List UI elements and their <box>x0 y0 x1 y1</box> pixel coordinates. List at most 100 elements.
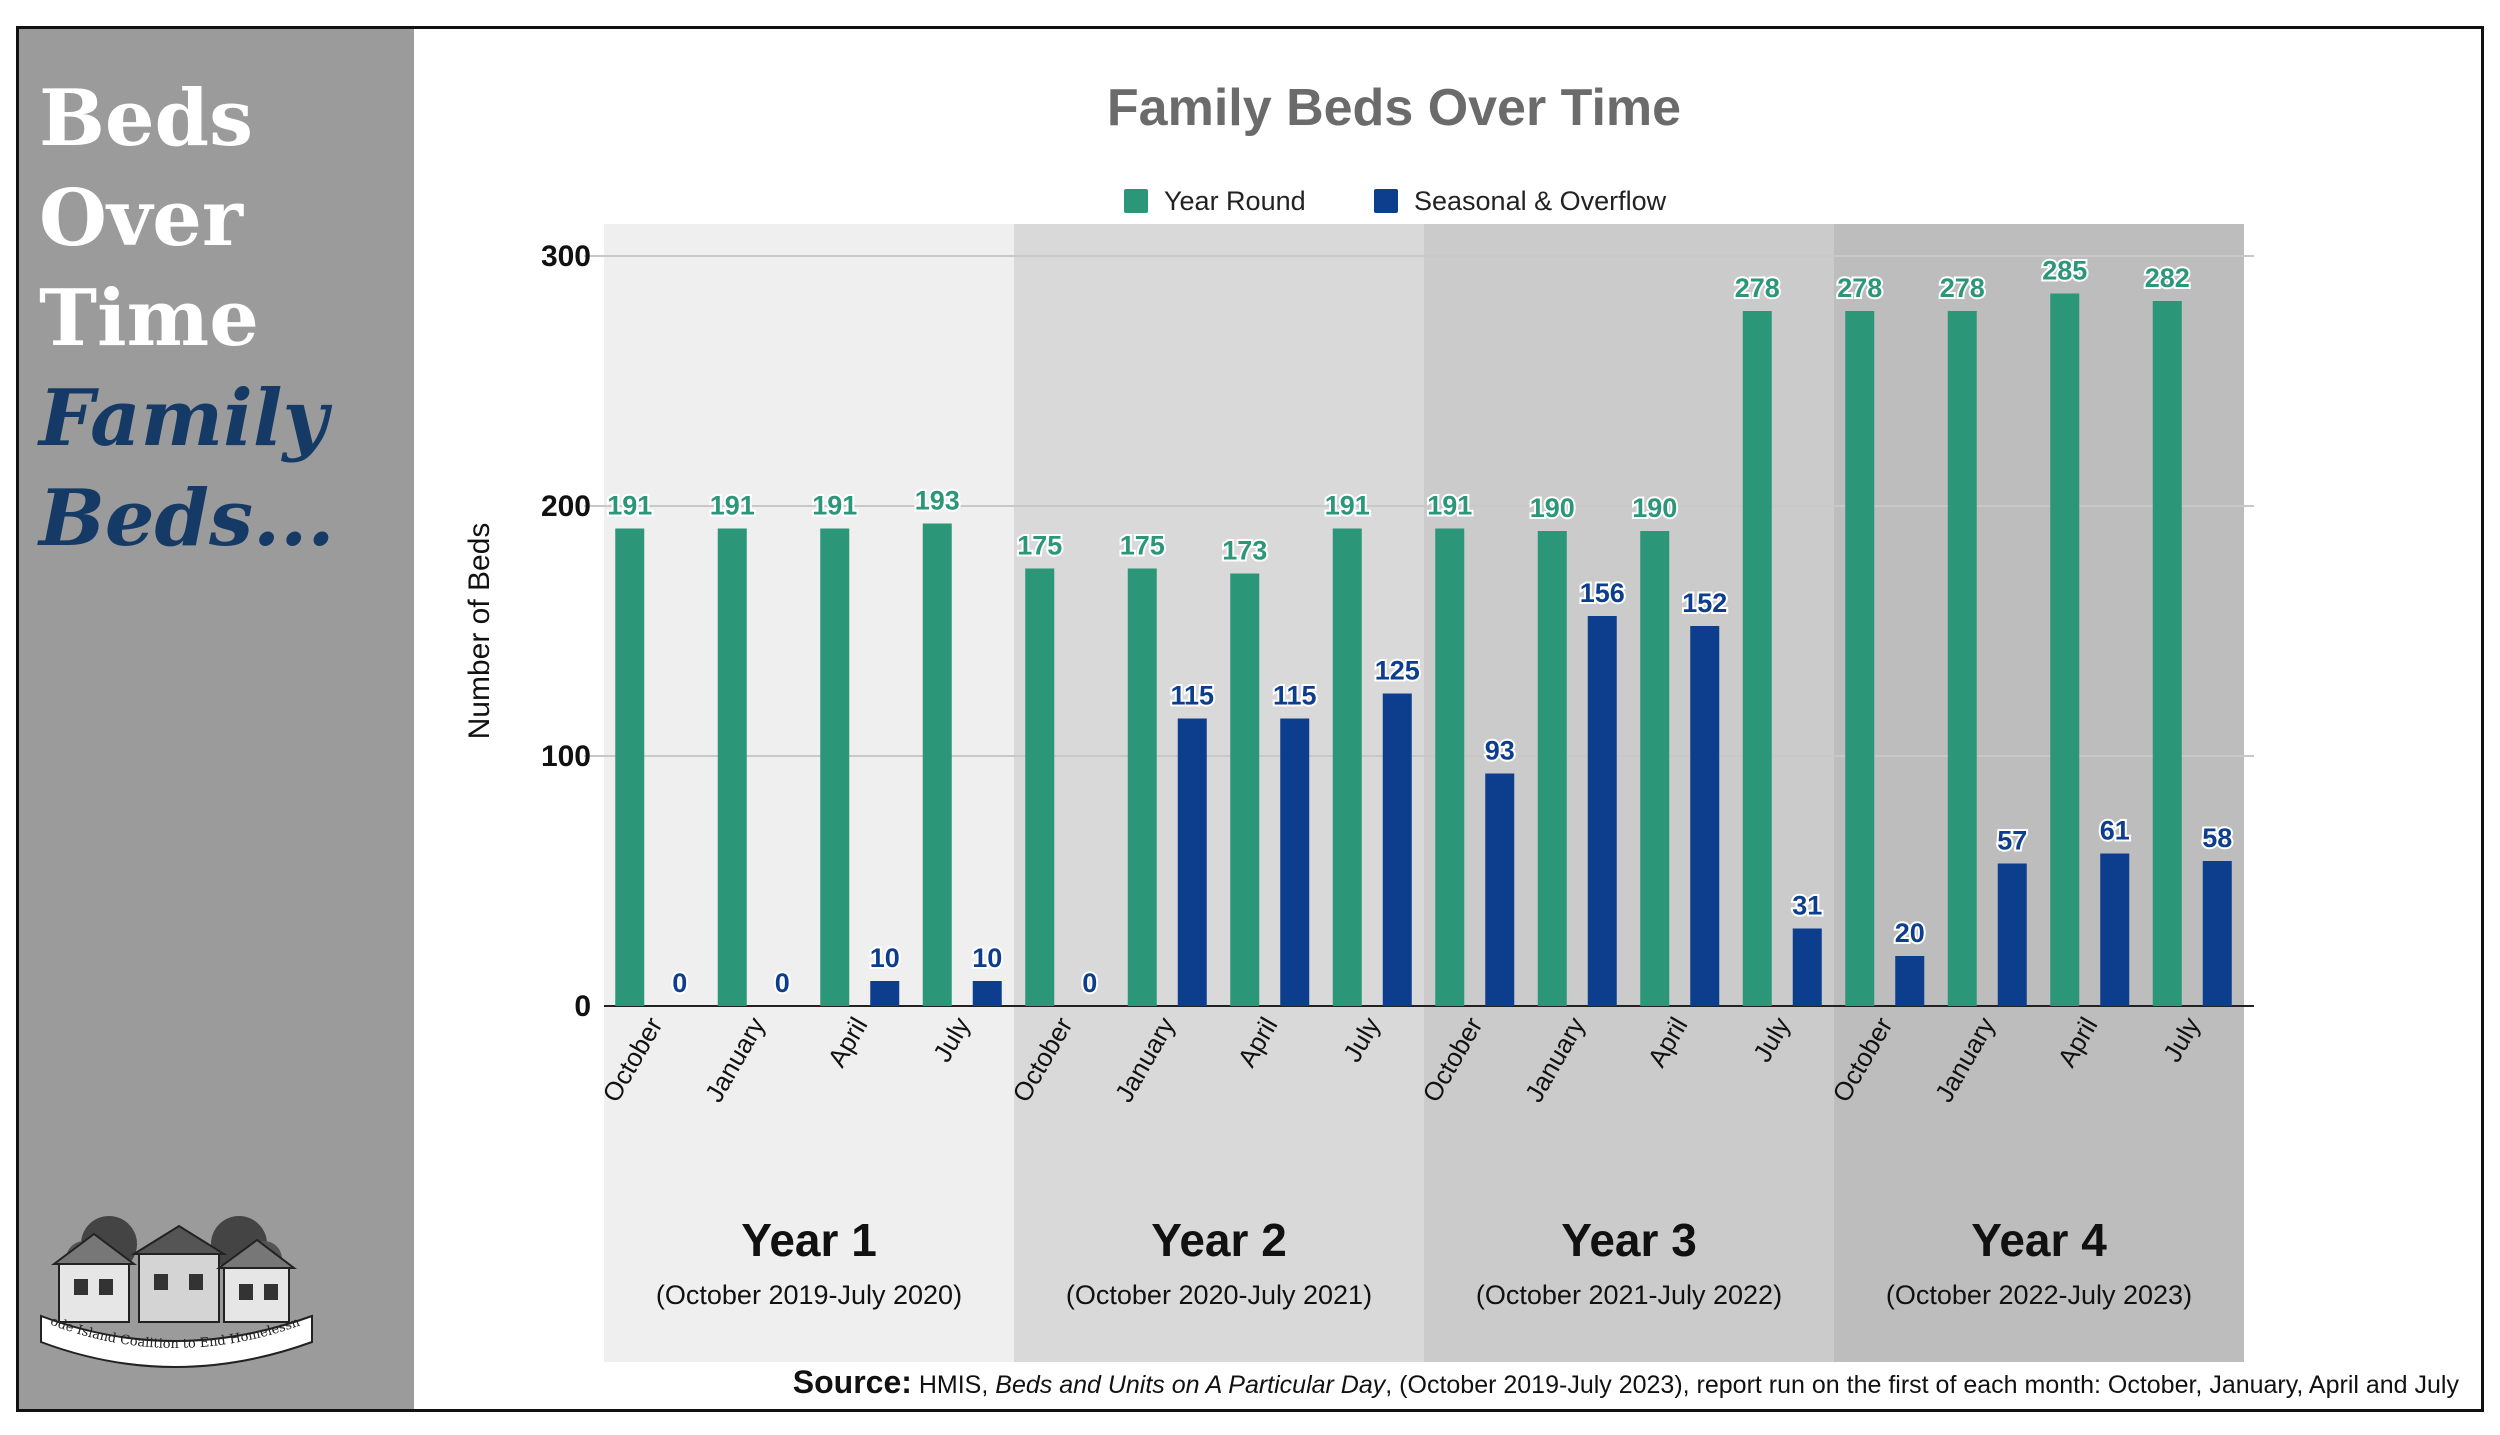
legend-swatch-seasonal <box>1374 189 1398 213</box>
bar-year-round <box>1845 311 1875 1006</box>
data-label-year-round: 191 <box>812 491 857 521</box>
source-label: Source: <box>792 1364 912 1400</box>
year-group-label: Year 3 <box>1561 1214 1697 1266</box>
legend-label-year-round: Year Round <box>1164 186 1306 216</box>
bar-seasonal <box>870 981 900 1006</box>
bar-year-round <box>1332 528 1362 1006</box>
year-group-range: (October 2020-July 2021) <box>1066 1280 1372 1310</box>
y-axis-label: Number of Beds <box>463 523 496 740</box>
year-group-label: Year 4 <box>1971 1214 2107 1266</box>
house-icon <box>58 1261 130 1323</box>
bar-year-round <box>1537 531 1567 1006</box>
bar-year-round <box>1947 311 1977 1006</box>
sidebar-title-line: Over <box>39 173 243 264</box>
bar-year-round <box>1742 311 1772 1006</box>
bar-year-round <box>1025 568 1055 1006</box>
year-band <box>1834 224 2244 1362</box>
data-label-year-round: 285 <box>2042 256 2087 286</box>
data-label-seasonal: 0 <box>775 968 790 998</box>
bar-seasonal <box>1177 718 1207 1006</box>
slide-frame: Beds Over Time Family Beds... <box>16 26 2484 1412</box>
bar-year-round <box>717 528 747 1006</box>
source-report: Beds and Units on A Particular Day <box>995 1371 1386 1399</box>
coalition-logo: Rhode Island Coalition to End Homelessne… <box>29 1204 313 1368</box>
bar-year-round <box>1435 528 1465 1006</box>
sidebar: Beds Over Time Family Beds... <box>19 29 414 1409</box>
bar-seasonal <box>1382 693 1412 1006</box>
bar-year-round <box>2152 301 2182 1006</box>
bar-seasonal <box>1485 773 1515 1006</box>
year-band <box>1014 224 1424 1362</box>
source-detail: , (October 2019-July 2023), report run o… <box>1385 1371 2459 1399</box>
bar-seasonal <box>1997 863 2027 1006</box>
data-label-year-round: 175 <box>1120 531 1165 561</box>
y-tick-label: 0 <box>574 990 591 1023</box>
bar-seasonal <box>1587 616 1617 1006</box>
bar-seasonal <box>1792 928 1822 1006</box>
data-label-year-round: 175 <box>1017 531 1062 561</box>
bar-seasonal <box>1690 626 1720 1006</box>
year-group-label: Year 1 <box>741 1214 877 1266</box>
data-label-seasonal: 20 <box>1895 918 1925 948</box>
bar-seasonal <box>2100 853 2130 1006</box>
legend-swatch-year-round <box>1124 189 1148 213</box>
data-label-year-round: 278 <box>1940 273 1985 303</box>
data-label-seasonal: 156 <box>1580 578 1625 608</box>
data-label-seasonal: 10 <box>870 943 900 973</box>
data-label-seasonal: 10 <box>972 943 1002 973</box>
data-label-year-round: 190 <box>1530 493 1575 523</box>
year-group-label: Year 2 <box>1151 1214 1287 1266</box>
data-label-year-round: 282 <box>2145 263 2190 293</box>
data-label-year-round: 173 <box>1222 536 1267 566</box>
sidebar-title-line: Beds <box>39 73 254 164</box>
bar-seasonal <box>1895 956 1925 1006</box>
data-label-year-round: 191 <box>607 491 652 521</box>
bar-year-round <box>820 528 850 1006</box>
data-label-seasonal: 0 <box>1082 968 1097 998</box>
data-label-year-round: 191 <box>1427 491 1472 521</box>
data-label-seasonal: 58 <box>2202 823 2232 853</box>
sidebar-accent-line: Beds... <box>39 473 335 564</box>
year-group-range: (October 2022-July 2023) <box>1886 1280 2192 1310</box>
bar-year-round <box>615 528 645 1006</box>
data-label-seasonal: 115 <box>1273 681 1317 711</box>
year-group-range: (October 2019-July 2020) <box>656 1280 962 1310</box>
y-tick-label: 200 <box>541 490 591 523</box>
data-label-seasonal: 61 <box>2100 816 2130 846</box>
data-label-year-round: 191 <box>1325 491 1370 521</box>
data-label-year-round: 191 <box>710 491 755 521</box>
bar-seasonal <box>2202 861 2232 1006</box>
chart-title: Family Beds Over Time <box>1107 79 1681 137</box>
data-label-seasonal: 115 <box>1170 681 1214 711</box>
data-label-year-round: 278 <box>1735 273 1780 303</box>
data-label-seasonal: 125 <box>1375 656 1420 686</box>
sidebar-title-line: Time <box>39 273 259 364</box>
data-label-seasonal: 31 <box>1792 891 1822 921</box>
legend-label-seasonal: Seasonal & Overflow <box>1414 186 1667 216</box>
bar-year-round <box>1640 531 1670 1006</box>
data-label-seasonal: 57 <box>1997 826 2027 856</box>
source-note: Source: HMIS, Beds and Units on A Partic… <box>793 1364 2459 1401</box>
data-label-year-round: 193 <box>915 486 960 516</box>
year-group-range: (October 2021-July 2022) <box>1476 1280 1782 1310</box>
sidebar-accent-line: Family <box>39 373 328 464</box>
data-label-seasonal: 93 <box>1485 736 1515 766</box>
bar-seasonal <box>972 981 1002 1006</box>
bar-year-round <box>2050 293 2080 1006</box>
data-label-year-round: 190 <box>1632 493 1677 523</box>
sidebar-title: Beds Over Time Family Beds... <box>39 69 334 569</box>
bar-year-round <box>922 523 952 1006</box>
year-band <box>604 224 1014 1362</box>
bar-year-round <box>1127 568 1157 1006</box>
bar-year-round <box>1230 573 1260 1006</box>
data-label-year-round: 278 <box>1837 273 1882 303</box>
logo-ribbon <box>40 1314 313 1368</box>
y-tick-label: 300 <box>541 240 591 273</box>
data-label-seasonal: 0 <box>672 968 687 998</box>
house-icon <box>223 1265 290 1323</box>
bar-seasonal <box>1280 718 1310 1006</box>
data-label-seasonal: 152 <box>1682 588 1727 618</box>
source-dataset: HMIS, <box>918 1371 989 1399</box>
y-tick-label: 100 <box>541 740 591 773</box>
